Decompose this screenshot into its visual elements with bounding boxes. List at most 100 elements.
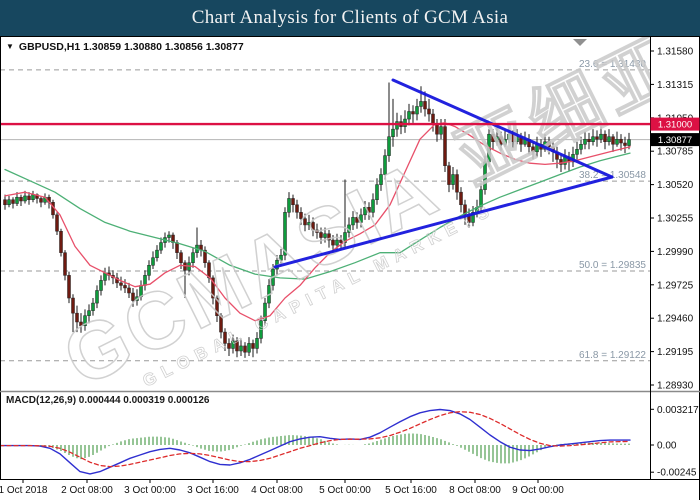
candle-bull bbox=[167, 234, 171, 238]
macd-tick-label: 0.003217 bbox=[657, 405, 699, 416]
fib-level-label-50.0: 50.0 = 1.29835 bbox=[579, 260, 646, 271]
chevron-down-icon[interactable]: ▼ bbox=[6, 42, 14, 51]
candle-bull bbox=[247, 343, 251, 353]
candle-bull bbox=[363, 207, 367, 216]
fib-level-label-23.6: 23.6 = 1.31430 bbox=[579, 59, 646, 70]
macd-main-line bbox=[0, 408, 631, 475]
price-tick-label: 1.28930 bbox=[657, 381, 694, 392]
candle-bear bbox=[355, 217, 359, 223]
candle-bear bbox=[71, 297, 75, 314]
candle-bear bbox=[311, 222, 315, 231]
macd-pane[interactable] bbox=[0, 408, 631, 475]
candle-bear bbox=[123, 285, 127, 289]
candle-bear bbox=[611, 136, 615, 145]
candle-bear bbox=[623, 142, 627, 146]
candle-bull bbox=[403, 118, 407, 127]
candle-bull bbox=[359, 214, 363, 223]
candle-bear bbox=[295, 204, 299, 213]
price-axis[interactable]: 1.315801.313151.310501.307851.305201.302… bbox=[650, 47, 700, 479]
candle-bear bbox=[127, 287, 131, 294]
candle-bull bbox=[387, 136, 391, 156]
candle-bull bbox=[15, 196, 19, 204]
price-tick-label: 1.29990 bbox=[657, 247, 694, 258]
candle-bull bbox=[583, 138, 587, 145]
candle-bull bbox=[407, 111, 411, 120]
candle-bear bbox=[119, 282, 123, 286]
candle-bull bbox=[255, 338, 259, 349]
candle-bear bbox=[183, 262, 187, 271]
symbol-ohlc-label[interactable]: ▼ GBPUSD,H1 1.30859 1.30880 1.30856 1.30… bbox=[6, 41, 244, 53]
time-label: 2 Oct 08:00 bbox=[61, 485, 113, 496]
candle-bull bbox=[575, 149, 579, 155]
candle-bear bbox=[235, 340, 239, 352]
candle-bear bbox=[491, 133, 495, 142]
candle-bull bbox=[471, 212, 475, 223]
candle-bear bbox=[131, 292, 135, 301]
candle-bear bbox=[67, 275, 71, 299]
candle-bear bbox=[447, 165, 451, 185]
candle-bear bbox=[443, 126, 447, 166]
price-badge-resistance: 1.31000 bbox=[658, 120, 692, 131]
candle-bull bbox=[31, 194, 35, 200]
candle-bear bbox=[299, 212, 303, 219]
candle-bear bbox=[223, 331, 227, 344]
time-label: 4 Oct 08:00 bbox=[251, 485, 303, 496]
fib-level-label-38.2: 38.2 = 1.30548 bbox=[579, 170, 646, 181]
candle-bear bbox=[619, 138, 623, 144]
price-tick-label: 1.30785 bbox=[657, 147, 694, 158]
candle-bull bbox=[151, 257, 155, 266]
candle-bull bbox=[375, 184, 379, 200]
candle-bull bbox=[7, 199, 11, 206]
candle-bear bbox=[455, 174, 459, 193]
candle-bull bbox=[347, 224, 351, 233]
chart-canvas[interactable]: 23.6 = 1.31430 38.2 = 1.30548 50.0 = 1.298… bbox=[0, 36, 700, 500]
macd-indicator-label: MACD(12,26,9) 0.000444 0.000319 0.000126 bbox=[6, 395, 210, 406]
candle-bear bbox=[3, 199, 7, 206]
candle-bear bbox=[79, 321, 83, 327]
candle-bull bbox=[267, 285, 271, 304]
price-tick-label: 1.30520 bbox=[657, 180, 694, 191]
time-axis[interactable]: 1 Oct 2018 2 Oct 08:00 3 Oct 00:00 3 Oct 16… bbox=[0, 479, 564, 496]
price-tick-label: 1.29460 bbox=[657, 314, 694, 325]
price-tick-label: 1.30255 bbox=[657, 214, 694, 225]
candle-bear bbox=[531, 146, 535, 153]
trendline-lower-ascending[interactable] bbox=[273, 175, 614, 269]
candle-bull bbox=[287, 198, 291, 213]
symbol-ohlc-text: GBPUSD,H1 1.30859 1.30880 1.30856 1.3087… bbox=[18, 41, 244, 53]
candle-bear bbox=[175, 242, 179, 253]
candle-bull bbox=[335, 239, 339, 246]
candle-bear bbox=[227, 343, 231, 349]
candle-bear bbox=[559, 159, 563, 165]
candle-bull bbox=[383, 155, 387, 175]
candle-bull bbox=[23, 195, 27, 202]
candlestick-series bbox=[3, 82, 631, 358]
candle-bear bbox=[75, 312, 79, 323]
candle-bull bbox=[627, 139, 631, 146]
candle-bull bbox=[279, 254, 283, 261]
scroll-marker-icon[interactable] bbox=[573, 39, 587, 46]
macd-signal-line bbox=[0, 411, 631, 468]
candle-bull bbox=[155, 249, 159, 258]
candle-bear bbox=[291, 198, 295, 206]
trendline-upper-descending[interactable] bbox=[391, 78, 614, 179]
candle-bear bbox=[179, 252, 183, 263]
candle-bear bbox=[459, 191, 463, 206]
chart-background bbox=[0, 36, 700, 500]
candle-bear bbox=[339, 239, 343, 243]
candle-bear bbox=[55, 214, 59, 232]
candle-bull bbox=[615, 138, 619, 145]
candle-bull bbox=[495, 136, 499, 142]
candle-bull bbox=[579, 144, 583, 150]
candle-bull bbox=[263, 302, 267, 321]
candle-bull bbox=[191, 252, 195, 263]
candle-bear bbox=[587, 138, 591, 142]
time-label: 5 Oct 00:00 bbox=[319, 485, 371, 496]
candle-bear bbox=[243, 345, 247, 353]
candle-bear bbox=[603, 133, 607, 142]
page-title: Chart Analysis for Clients of GCM Asia bbox=[191, 7, 509, 28]
candle-bull bbox=[599, 133, 603, 140]
fib-level-label-61.8: 61.8 = 1.29122 bbox=[579, 350, 646, 361]
candle-bull bbox=[159, 242, 163, 251]
candle-bull bbox=[507, 133, 511, 140]
